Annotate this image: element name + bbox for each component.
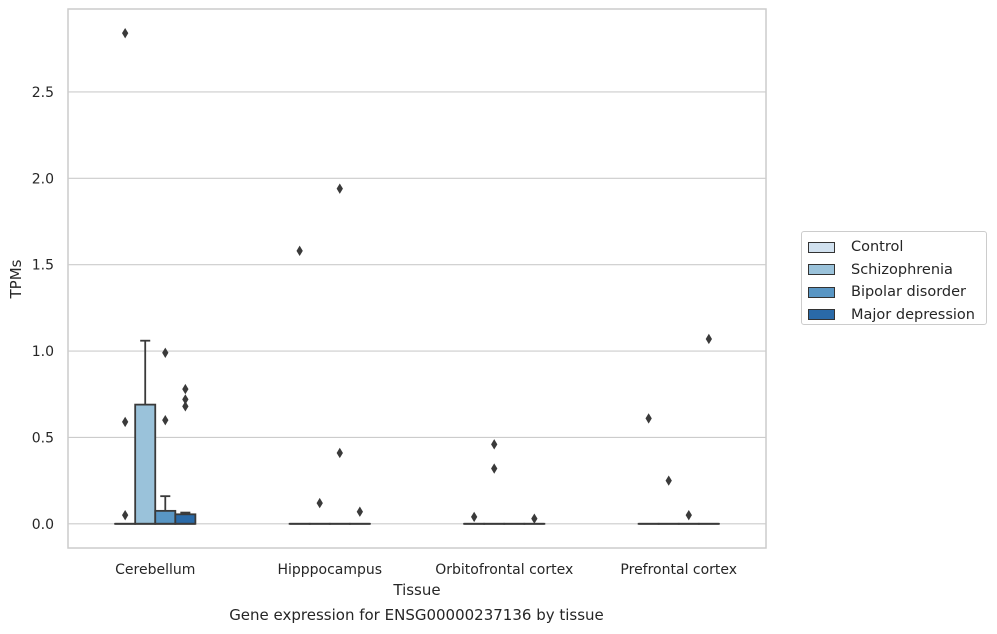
legend-item-bipolar-disorder: Bipolar disorder [808, 281, 986, 304]
legend-swatch-bipolar-disorder [808, 286, 835, 298]
outlier-point [162, 347, 169, 358]
y-tick-label: 2.0 [32, 171, 54, 187]
y-tick-label: 1.5 [32, 258, 54, 274]
legend-item-major-depression: Major depression [808, 304, 986, 327]
y-axis-ticks: 0.0 0.5 1.0 1.5 2.0 2.5 [32, 85, 54, 533]
outlier-point [705, 333, 713, 345]
outlier-point [685, 510, 692, 521]
outlier-point [121, 510, 129, 521]
y-tick-label: 1.0 [32, 344, 54, 360]
outlier-point [336, 183, 343, 194]
outlier-point [491, 439, 498, 450]
legend: Control Schizophrenia Bipolar disorder M… [801, 231, 987, 325]
x-tick-label: Cerebellum [115, 562, 195, 578]
x-axis-ticks: Cerebellum Hipppocampus Orbitofrontal cort… [115, 562, 737, 578]
outlier-point [182, 401, 189, 412]
x-tick-label: Orbitofrontal cortex [435, 562, 573, 578]
legend-label-bipolar-disorder: Bipolar disorder [851, 284, 966, 301]
legend-label-major-depression: Major depression [851, 306, 975, 323]
outlier-point [356, 506, 364, 517]
outlier-point [182, 394, 189, 405]
outlier-point [182, 383, 189, 395]
outlier-point [121, 416, 129, 428]
legend-item-schizophrenia: Schizophrenia [808, 259, 986, 282]
outlier-point [531, 513, 538, 524]
outlier-point [491, 463, 498, 474]
y-tick-label: 0.5 [32, 430, 54, 446]
outlier-point [316, 497, 323, 509]
box-marks [114, 28, 720, 525]
legend-label-control: Control [851, 239, 904, 256]
y-tick-label: 0.0 [32, 517, 54, 533]
y-axis-label: TPMs [7, 259, 25, 299]
outlier-point [162, 414, 169, 426]
legend-swatch-schizophrenia [808, 264, 835, 276]
chart-caption: Gene expression for ENSG00000237136 by t… [229, 606, 604, 624]
outlier-point [296, 245, 303, 257]
outlier-point [665, 475, 672, 486]
legend-swatch-control [808, 241, 835, 253]
box [174, 513, 197, 525]
outlier-point [121, 28, 129, 39]
legend-label-schizophrenia: Schizophrenia [851, 261, 953, 278]
x-tick-label: Prefrontal cortex [620, 562, 737, 578]
legend-swatch-major-depression [808, 309, 835, 321]
outlier-point [645, 413, 652, 424]
gridlines [68, 91, 766, 525]
y-tick-label: 2.5 [32, 85, 54, 101]
outlier-point [336, 447, 343, 459]
legend-item-control: Control [808, 236, 986, 259]
plot-area-frame [67, 8, 767, 549]
box [134, 403, 157, 525]
box [154, 509, 177, 525]
x-tick-label: Hipppocampus [277, 562, 382, 578]
outlier-point [470, 511, 478, 523]
x-axis-label: Tissue [392, 581, 440, 599]
